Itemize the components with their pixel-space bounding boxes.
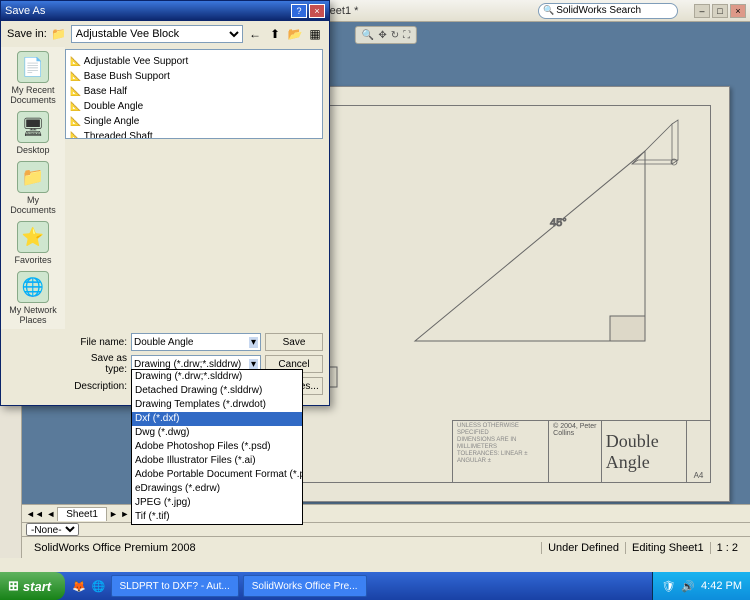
file-item[interactable]: Threaded Shaft (70, 129, 318, 139)
tray-icon[interactable]: 🛡 (661, 580, 675, 593)
help-button[interactable]: ? (291, 4, 307, 18)
tab-nav[interactable]: ◄◄ ◄ (26, 509, 55, 519)
status-scale: 1 : 2 (710, 542, 744, 554)
type-dropdown[interactable]: Drawing (*.drw;*.slddrw)Detached Drawing… (131, 369, 303, 525)
window-controls: – □ × (694, 4, 746, 18)
sheet-tab[interactable]: Sheet1 (57, 507, 107, 521)
save-button[interactable]: Save (265, 333, 323, 351)
savein-select[interactable]: Adjustable Vee Block (71, 25, 243, 43)
front-view: 45° 120 39 (410, 116, 670, 346)
title-block: UNLESS OTHERWISE SPECIFIEDDIMENSIONS ARE… (452, 420, 710, 482)
savein-label: Save in: (7, 28, 47, 40)
drawing-title: Double Angle (601, 421, 686, 482)
save-as-dialog: Save As ? × Save in: 📁 Adjustable Vee Bl… (0, 0, 330, 406)
type-option[interactable]: Adobe Portable Document Format (*.pdf) (132, 468, 302, 482)
newfolder-icon[interactable]: 📂 (287, 26, 303, 42)
rotate-icon[interactable]: ↻ (391, 30, 399, 41)
status-defined: Under Defined (541, 542, 625, 554)
type-option[interactable]: eDrawings (*.edrw) (132, 482, 302, 496)
quicklaunch-icon[interactable]: 🦊 (72, 580, 86, 593)
file-list[interactable]: Adjustable Vee SupportBase Bush SupportB… (65, 49, 323, 139)
type-label: Save as type: (69, 353, 127, 375)
pan-icon[interactable]: ✥ (378, 30, 386, 41)
place-item[interactable]: 📄My Recent Documents (5, 51, 61, 105)
type-option[interactable]: Detached Drawing (*.slddrw) (132, 384, 302, 398)
copyright-cell: © 2004, Peter Collins (548, 421, 601, 482)
close-button[interactable]: × (309, 4, 325, 18)
up-icon[interactable]: ⬆ (267, 26, 283, 42)
file-item[interactable]: Adjustable Vee Support (70, 54, 318, 69)
minimize-button[interactable]: – (694, 4, 710, 18)
type-option[interactable]: Drawing Templates (*.drwdot) (132, 398, 302, 412)
taskbar-button[interactable]: SLDPRT to DXF? - Aut... (111, 575, 239, 597)
views-icon[interactable]: ▦ (307, 26, 323, 42)
fit-icon[interactable]: ⛶ (403, 30, 410, 41)
places-bar: 📄My Recent Documents 🖥Desktop 📁My Document… (1, 47, 65, 329)
clock: 4:42 PM (701, 580, 742, 592)
back-icon[interactable]: ← (247, 26, 263, 42)
file-item[interactable]: Double Angle (70, 99, 318, 114)
windows-taskbar: start 🦊 🌐 SLDPRT to DXF? - Aut...SolidWo… (0, 572, 750, 600)
taskbar-button[interactable]: SolidWorks Office Pre... (243, 575, 367, 597)
svg-text:45°: 45° (550, 217, 567, 229)
start-button[interactable]: start (0, 572, 65, 600)
desc-label: Description: (69, 381, 127, 392)
type-option[interactable]: Dwg (*.dwg) (132, 426, 302, 440)
type-option[interactable]: Dxf (*.dxf) (132, 412, 302, 426)
view-toolbar: 🔍 ✥ ↻ ⛶ (355, 26, 417, 44)
place-item[interactable]: 🌐My Network Places (5, 271, 61, 325)
type-option[interactable]: Adobe Photoshop Files (*.psd) (132, 440, 302, 454)
panel-select[interactable]: -None- (26, 523, 79, 536)
dialog-titlebar[interactable]: Save As ? × (1, 1, 329, 21)
folder-icon: 📁 (51, 26, 67, 42)
tray-icon[interactable]: 🔊 (681, 580, 695, 593)
place-item[interactable]: 📁My Documents (5, 161, 61, 215)
status-bar: SolidWorks Office Premium 2008 Under Def… (22, 536, 750, 558)
type-option[interactable]: Tif (*.tif) (132, 510, 302, 524)
file-item[interactable]: Base Bush Support (70, 69, 318, 84)
place-item[interactable]: 🖥Desktop (5, 111, 61, 155)
dialog-title: Save As (5, 5, 289, 17)
place-item[interactable]: ⭐Favorites (5, 221, 61, 265)
status-product: SolidWorks Office Premium 2008 (28, 542, 202, 554)
close-button[interactable]: × (730, 4, 746, 18)
status-editing: Editing Sheet1 (625, 542, 710, 554)
file-item[interactable]: Single Angle (70, 114, 318, 129)
type-option[interactable]: Adobe Illustrator Files (*.ai) (132, 454, 302, 468)
sheet-format: A4 (686, 421, 710, 482)
system-tray[interactable]: 🛡 🔊 4:42 PM (652, 572, 750, 600)
quicklaunch-icon[interactable]: 🌐 (92, 580, 106, 593)
search-input[interactable]: SolidWorks Search (538, 3, 678, 19)
file-item[interactable]: Base Half (70, 84, 318, 99)
maximize-button[interactable]: □ (712, 4, 728, 18)
zoom-icon[interactable]: 🔍 (362, 30, 374, 41)
type-option[interactable]: Drawing (*.drw;*.slddrw) (132, 370, 302, 384)
type-option[interactable]: JPEG (*.jpg) (132, 496, 302, 510)
filename-label: File name: (69, 337, 127, 348)
filename-input[interactable]: Double Angle (131, 333, 261, 351)
